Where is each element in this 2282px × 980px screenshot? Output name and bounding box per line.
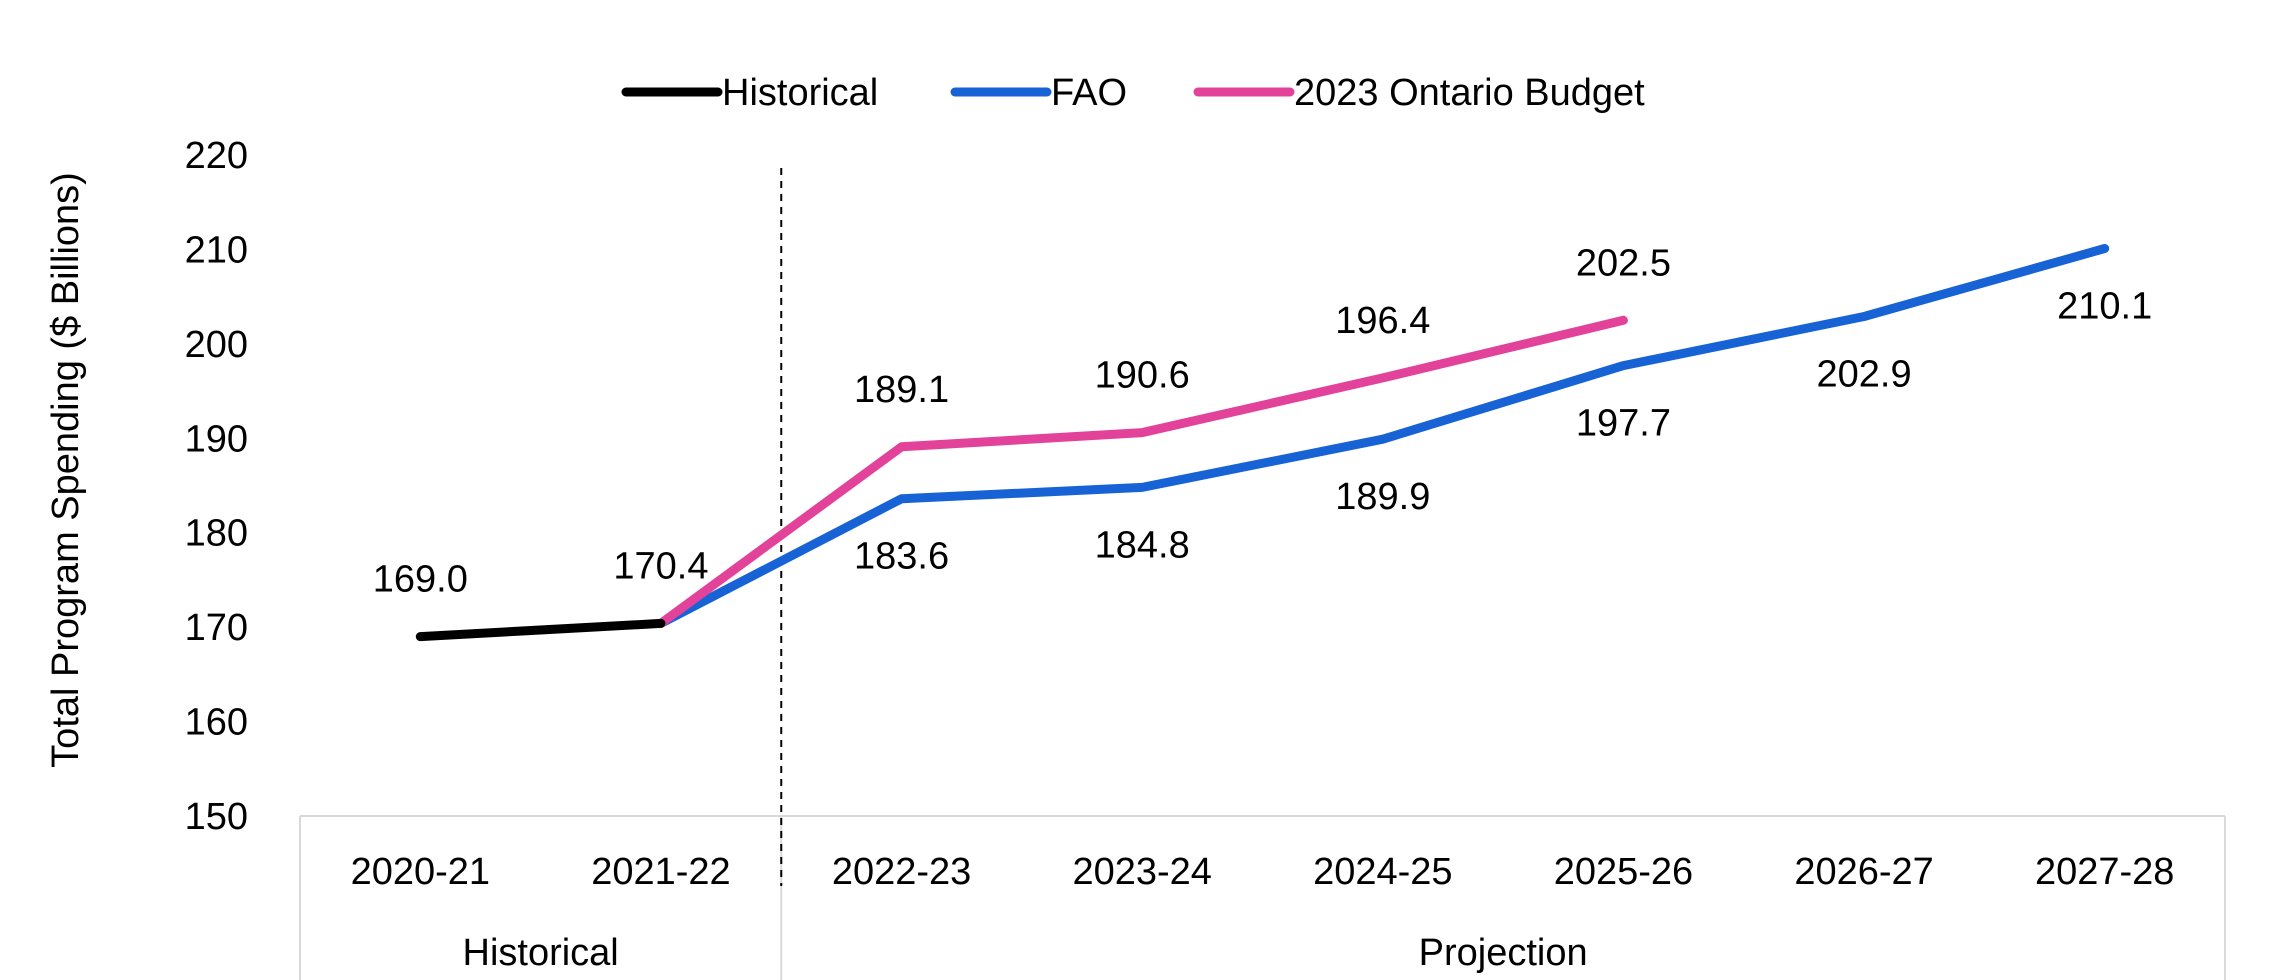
data-label: 202.5 [1576, 242, 1671, 284]
y-tick-label: 150 [185, 796, 248, 838]
data-label: 197.7 [1576, 403, 1671, 445]
data-label: 169.0 [373, 559, 468, 601]
data-label: 183.6 [854, 536, 949, 578]
y-tick-label: 220 [185, 135, 248, 177]
x-tick-label: 2027-28 [2035, 851, 2174, 893]
x-group-label: Projection [1419, 932, 1588, 974]
x-tick-label: 2020-21 [351, 851, 490, 893]
series-line-2023-ontario-budget [656, 315, 1628, 628]
series-lines [415, 168, 2110, 886]
x-tick-label: 2023-24 [1072, 851, 1211, 893]
x-tick-label: 2025-26 [1554, 851, 1693, 893]
y-tick-label: 170 [185, 607, 248, 649]
series-line-fao [656, 244, 2110, 628]
legend-label: 2023 Ontario Budget [1294, 72, 1645, 114]
y-axis-title: Total Program Spending ($ Billions) [45, 172, 87, 768]
legend-item: FAO [950, 72, 1127, 114]
data-label: 189.9 [1335, 476, 1430, 518]
data-label: 202.9 [1817, 353, 1912, 395]
legend-label: Historical [722, 72, 878, 114]
data-labels: 169.0 170.4 183.6 184.8 189.9 197.7 202.9 210.1… [373, 242, 2152, 600]
y-tick-label: 210 [185, 229, 248, 271]
legend-label: FAO [1051, 72, 1127, 114]
x-tick-label: 2021-22 [591, 851, 730, 893]
legend-item: 2023 Ontario Budget [1193, 72, 1645, 114]
y-tick-label: 160 [185, 702, 248, 744]
x-group-label: Historical [463, 932, 619, 974]
x-tick-label: 2026-27 [1794, 851, 1933, 893]
series-line-historical [415, 618, 666, 642]
data-label: 190.6 [1095, 355, 1190, 397]
data-label: 210.1 [2057, 285, 2152, 327]
y-tick-label: 190 [185, 418, 248, 460]
data-label: 184.8 [1095, 524, 1190, 566]
legend-item: Historical [621, 72, 878, 114]
legend: Historical FAO 2023 Ontario Budget [621, 72, 1645, 114]
data-label: 170.4 [613, 545, 708, 587]
x-tick-label: 2024-25 [1313, 851, 1452, 893]
y-tick-label: 180 [185, 513, 248, 555]
y-tick-label: 200 [185, 324, 248, 366]
data-label: 196.4 [1335, 300, 1430, 342]
x-tick-label: 2022-23 [832, 851, 971, 893]
y-axis-ticks: 150 160 170 180 190 200 210 220 [185, 135, 248, 838]
x-axis: 2020-21 2021-22 2022-23 2023-24 2024-25 2025-… [299, 815, 2226, 980]
data-label: 189.1 [854, 369, 949, 411]
